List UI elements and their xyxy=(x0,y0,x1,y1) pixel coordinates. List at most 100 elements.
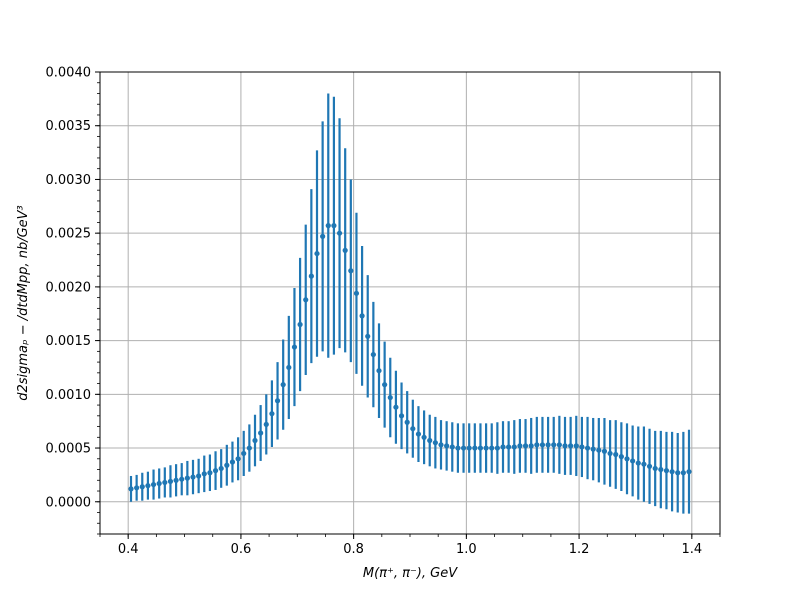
data-point xyxy=(252,437,258,444)
data-point xyxy=(438,442,444,448)
data-point xyxy=(314,250,320,257)
data-point xyxy=(229,459,236,465)
data-point xyxy=(511,444,517,450)
data-point xyxy=(134,485,140,491)
data-point xyxy=(212,468,219,474)
data-point xyxy=(562,443,568,449)
data-point xyxy=(308,273,314,279)
data-point xyxy=(353,290,360,296)
data-point xyxy=(190,474,196,480)
y-axis-label: d2sigmaₚ − /dtdMpp, nb/GeV³ xyxy=(16,205,31,401)
data-point xyxy=(269,411,275,417)
data-point xyxy=(128,486,134,492)
y-tick-label: 0.0030 xyxy=(46,173,92,188)
data-point xyxy=(630,458,636,464)
data-point xyxy=(404,419,410,425)
data-point xyxy=(331,223,337,229)
data-point xyxy=(658,466,664,473)
data-point xyxy=(663,468,670,474)
data-point xyxy=(522,443,529,449)
data-point xyxy=(162,479,168,486)
data-point xyxy=(224,462,230,468)
data-point xyxy=(410,426,416,432)
data-point xyxy=(455,445,461,451)
data-point xyxy=(545,442,551,448)
data-point xyxy=(528,443,534,449)
data-point xyxy=(551,442,557,448)
data-point xyxy=(173,477,179,483)
data-point xyxy=(139,484,145,490)
y-tick-label: 0.0035 xyxy=(46,119,92,134)
data-point xyxy=(539,442,546,448)
data-point xyxy=(624,456,630,462)
data-point xyxy=(246,445,252,451)
data-point xyxy=(156,480,162,487)
data-point xyxy=(506,444,512,450)
data-point xyxy=(618,454,624,460)
y-tick-label: 0.0005 xyxy=(46,442,92,457)
data-point xyxy=(359,313,365,319)
data-point xyxy=(449,444,455,450)
data-point xyxy=(652,465,658,472)
data-point xyxy=(686,469,692,475)
data-point xyxy=(466,445,472,451)
data-point xyxy=(370,351,376,358)
data-point xyxy=(179,476,185,482)
y-tick-label: 0.0040 xyxy=(46,66,92,81)
y-tick-label: 0.0010 xyxy=(46,388,92,403)
x-tick-label: 1.4 xyxy=(681,542,702,557)
data-point xyxy=(258,430,264,436)
data-point xyxy=(607,450,613,457)
y-tick-label: 0.0015 xyxy=(46,334,92,349)
data-point xyxy=(556,442,562,448)
data-point xyxy=(415,431,422,437)
grid xyxy=(100,71,720,534)
y-tick-label: 0.0025 xyxy=(46,227,92,242)
data-point xyxy=(303,297,309,303)
data-point xyxy=(398,413,405,419)
data-point xyxy=(218,465,224,472)
data-point xyxy=(534,442,540,448)
data-point xyxy=(320,233,326,239)
y-tick-label: 0.0020 xyxy=(46,280,92,295)
data-point xyxy=(675,470,681,476)
data-point xyxy=(365,333,371,339)
x-tick-label: 0.6 xyxy=(231,542,252,557)
data-point xyxy=(646,463,653,469)
data-point xyxy=(421,434,427,440)
data-point xyxy=(201,471,207,477)
data-point xyxy=(336,230,343,236)
data-point xyxy=(489,445,495,451)
data-point xyxy=(568,443,574,449)
data-point xyxy=(680,470,686,476)
data-point xyxy=(393,404,399,410)
data-point xyxy=(150,481,157,488)
data-point xyxy=(613,451,619,458)
data-point xyxy=(342,247,348,253)
data-point xyxy=(376,368,382,374)
data-point xyxy=(460,445,467,451)
data-point xyxy=(477,445,484,451)
data-point xyxy=(297,321,303,328)
data-point xyxy=(274,398,281,404)
y-tick-label: 0.0000 xyxy=(46,495,92,510)
data-point xyxy=(348,268,354,274)
data-point xyxy=(184,475,190,481)
data-point xyxy=(387,394,393,401)
data-point xyxy=(286,364,292,371)
data-point xyxy=(590,446,596,452)
data-point xyxy=(145,483,151,489)
data-point xyxy=(263,421,269,428)
data-point xyxy=(579,444,585,450)
x-tick-label: 1.0 xyxy=(456,542,477,557)
axis-ticks: 0.4 0.6 0.8 1.0 1.2 1.4 0.0000 0.0005 0.0010 0.00… xyxy=(46,66,721,557)
data-point xyxy=(483,445,489,451)
data-point xyxy=(325,223,331,229)
data-point xyxy=(669,469,675,475)
data-points xyxy=(128,223,692,492)
data-point xyxy=(517,443,523,449)
data-point xyxy=(382,382,388,388)
data-point xyxy=(432,440,438,446)
data-point xyxy=(235,456,241,462)
